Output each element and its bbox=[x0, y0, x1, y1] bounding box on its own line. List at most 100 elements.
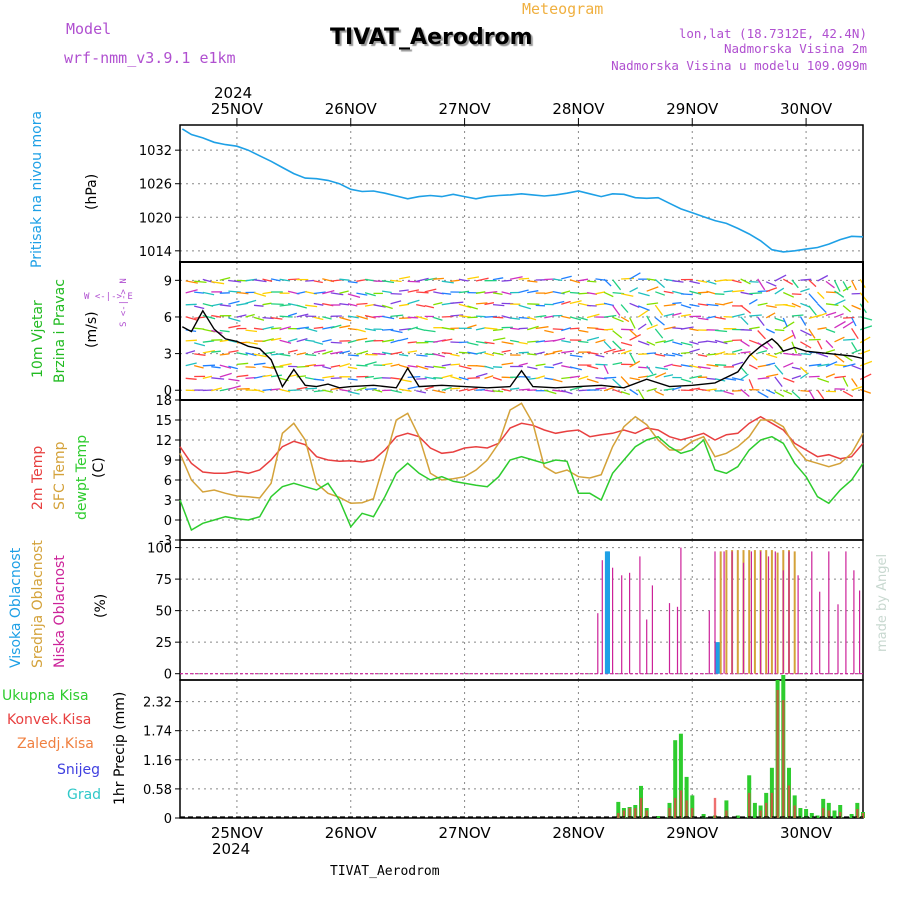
wind-arrow bbox=[305, 304, 318, 308]
wind-arrow bbox=[253, 353, 267, 358]
mid-cloud-bar bbox=[753, 550, 756, 674]
wind-arrow bbox=[305, 387, 317, 390]
wind-arrow bbox=[859, 388, 872, 394]
wind-arrow bbox=[843, 338, 856, 341]
wind-arrow bbox=[680, 304, 692, 309]
wind-arrow bbox=[518, 388, 530, 391]
date-label-top: 26NOV bbox=[325, 100, 378, 118]
wind-arrow bbox=[305, 279, 315, 282]
wind-arrow bbox=[475, 302, 488, 305]
wind-arrow bbox=[782, 321, 795, 330]
y-tick-label: 50 bbox=[155, 605, 172, 620]
wind-arrow bbox=[424, 329, 436, 333]
cloud-label-high: Visoka Oblacnost bbox=[8, 547, 24, 668]
wind-arrow bbox=[347, 327, 358, 331]
wind-arrow bbox=[305, 327, 318, 333]
wind-arrow bbox=[816, 389, 825, 400]
wind-arrow bbox=[637, 309, 650, 318]
wind-arrow bbox=[492, 366, 503, 368]
wind-arrow bbox=[441, 327, 455, 331]
y-tick-label: 1.74 bbox=[143, 725, 172, 740]
wind-arrow bbox=[527, 366, 538, 370]
wind-arrow bbox=[825, 349, 836, 354]
wind-arrow bbox=[373, 388, 383, 393]
wind-arrow bbox=[765, 389, 776, 395]
wind-arrow bbox=[766, 362, 776, 366]
wind-arrow bbox=[270, 337, 282, 342]
wind-arrow bbox=[808, 375, 820, 378]
wind-arrow bbox=[706, 340, 718, 344]
precip-convective-bar bbox=[674, 797, 677, 818]
temp-label-2m: 2m Temp bbox=[30, 446, 46, 510]
wind-arrow bbox=[732, 389, 742, 392]
wind-arrow bbox=[475, 291, 486, 294]
wind-arrow bbox=[441, 280, 454, 284]
y-tick-label: 3 bbox=[164, 494, 172, 509]
y-tick-label: -3 bbox=[159, 534, 172, 549]
wind-arrow bbox=[501, 349, 511, 353]
wind-arrow bbox=[313, 349, 326, 354]
wind-arrow bbox=[765, 312, 776, 319]
wind-arrow bbox=[638, 291, 650, 297]
wind-arrow bbox=[732, 289, 745, 293]
high-cloud-bar bbox=[606, 551, 610, 674]
wind-arrow bbox=[646, 373, 657, 378]
wind-arrow bbox=[586, 280, 597, 283]
precip-convective-bar bbox=[622, 810, 626, 818]
low-cloud-bar bbox=[819, 591, 821, 674]
wind-arrow bbox=[279, 303, 292, 307]
wind-arrow bbox=[535, 351, 545, 355]
wind-arrow bbox=[646, 324, 658, 330]
wind-arrow bbox=[629, 287, 639, 293]
wind-arrow bbox=[416, 327, 426, 332]
precip-convective-bar bbox=[782, 700, 785, 818]
wind-arrow bbox=[578, 278, 589, 282]
wind-arrow bbox=[287, 338, 298, 343]
wind-arrow bbox=[339, 350, 351, 355]
wind-arrow bbox=[774, 364, 784, 375]
wind-arrow bbox=[202, 364, 216, 367]
elevation-label: Nadmorska Visina 2m bbox=[724, 41, 867, 56]
wind-arrow bbox=[416, 365, 429, 370]
wind-arrow bbox=[714, 316, 726, 320]
wind-arrow bbox=[603, 302, 615, 307]
wind-arrow bbox=[569, 279, 581, 284]
wind-arrow bbox=[663, 313, 675, 317]
wind-arrow bbox=[271, 374, 282, 378]
wind-arrow bbox=[723, 290, 734, 293]
wind-arrow bbox=[399, 303, 410, 307]
wind-arrow bbox=[629, 272, 641, 280]
wind-arrow bbox=[578, 375, 589, 381]
precip-label-conv: Konvek.Kisa bbox=[7, 712, 91, 728]
wind-arrow bbox=[672, 386, 682, 391]
wind-arrow bbox=[236, 352, 248, 356]
wind-arrow bbox=[228, 290, 241, 293]
wind-arrow bbox=[740, 388, 750, 397]
wind-unit: (m/s) bbox=[84, 311, 100, 348]
wind-arrow bbox=[305, 353, 317, 357]
wind-arrow bbox=[364, 387, 377, 391]
wind-arrow bbox=[672, 302, 682, 305]
wind-arrow bbox=[655, 366, 669, 371]
wind-arrow bbox=[527, 325, 539, 331]
wind-arrow bbox=[262, 302, 272, 306]
low-cloud-bar bbox=[859, 590, 861, 674]
wind-arrow bbox=[424, 376, 437, 380]
wind-arrow bbox=[510, 387, 520, 390]
wind-arrow bbox=[586, 351, 599, 355]
y-tick-label: 25 bbox=[155, 636, 172, 651]
wind-arrow bbox=[347, 293, 361, 299]
mid-cloud-bar bbox=[765, 550, 768, 674]
wind-label-1: 10m Vjetar bbox=[30, 300, 46, 378]
wind-arrow bbox=[279, 315, 293, 318]
pressure-label: Pritisak na nivou mora bbox=[29, 111, 45, 268]
wind-arrow bbox=[774, 287, 785, 295]
low-cloud-bar bbox=[629, 572, 631, 674]
wind-arrow bbox=[330, 292, 344, 296]
wind-arrow bbox=[654, 279, 666, 289]
wind-arrow bbox=[646, 352, 657, 355]
wind-compass-ew: W <-|-> E bbox=[84, 292, 133, 302]
precip-convective-bar bbox=[856, 809, 859, 818]
wind-arrow bbox=[851, 348, 862, 354]
wind-arrow bbox=[245, 299, 257, 305]
